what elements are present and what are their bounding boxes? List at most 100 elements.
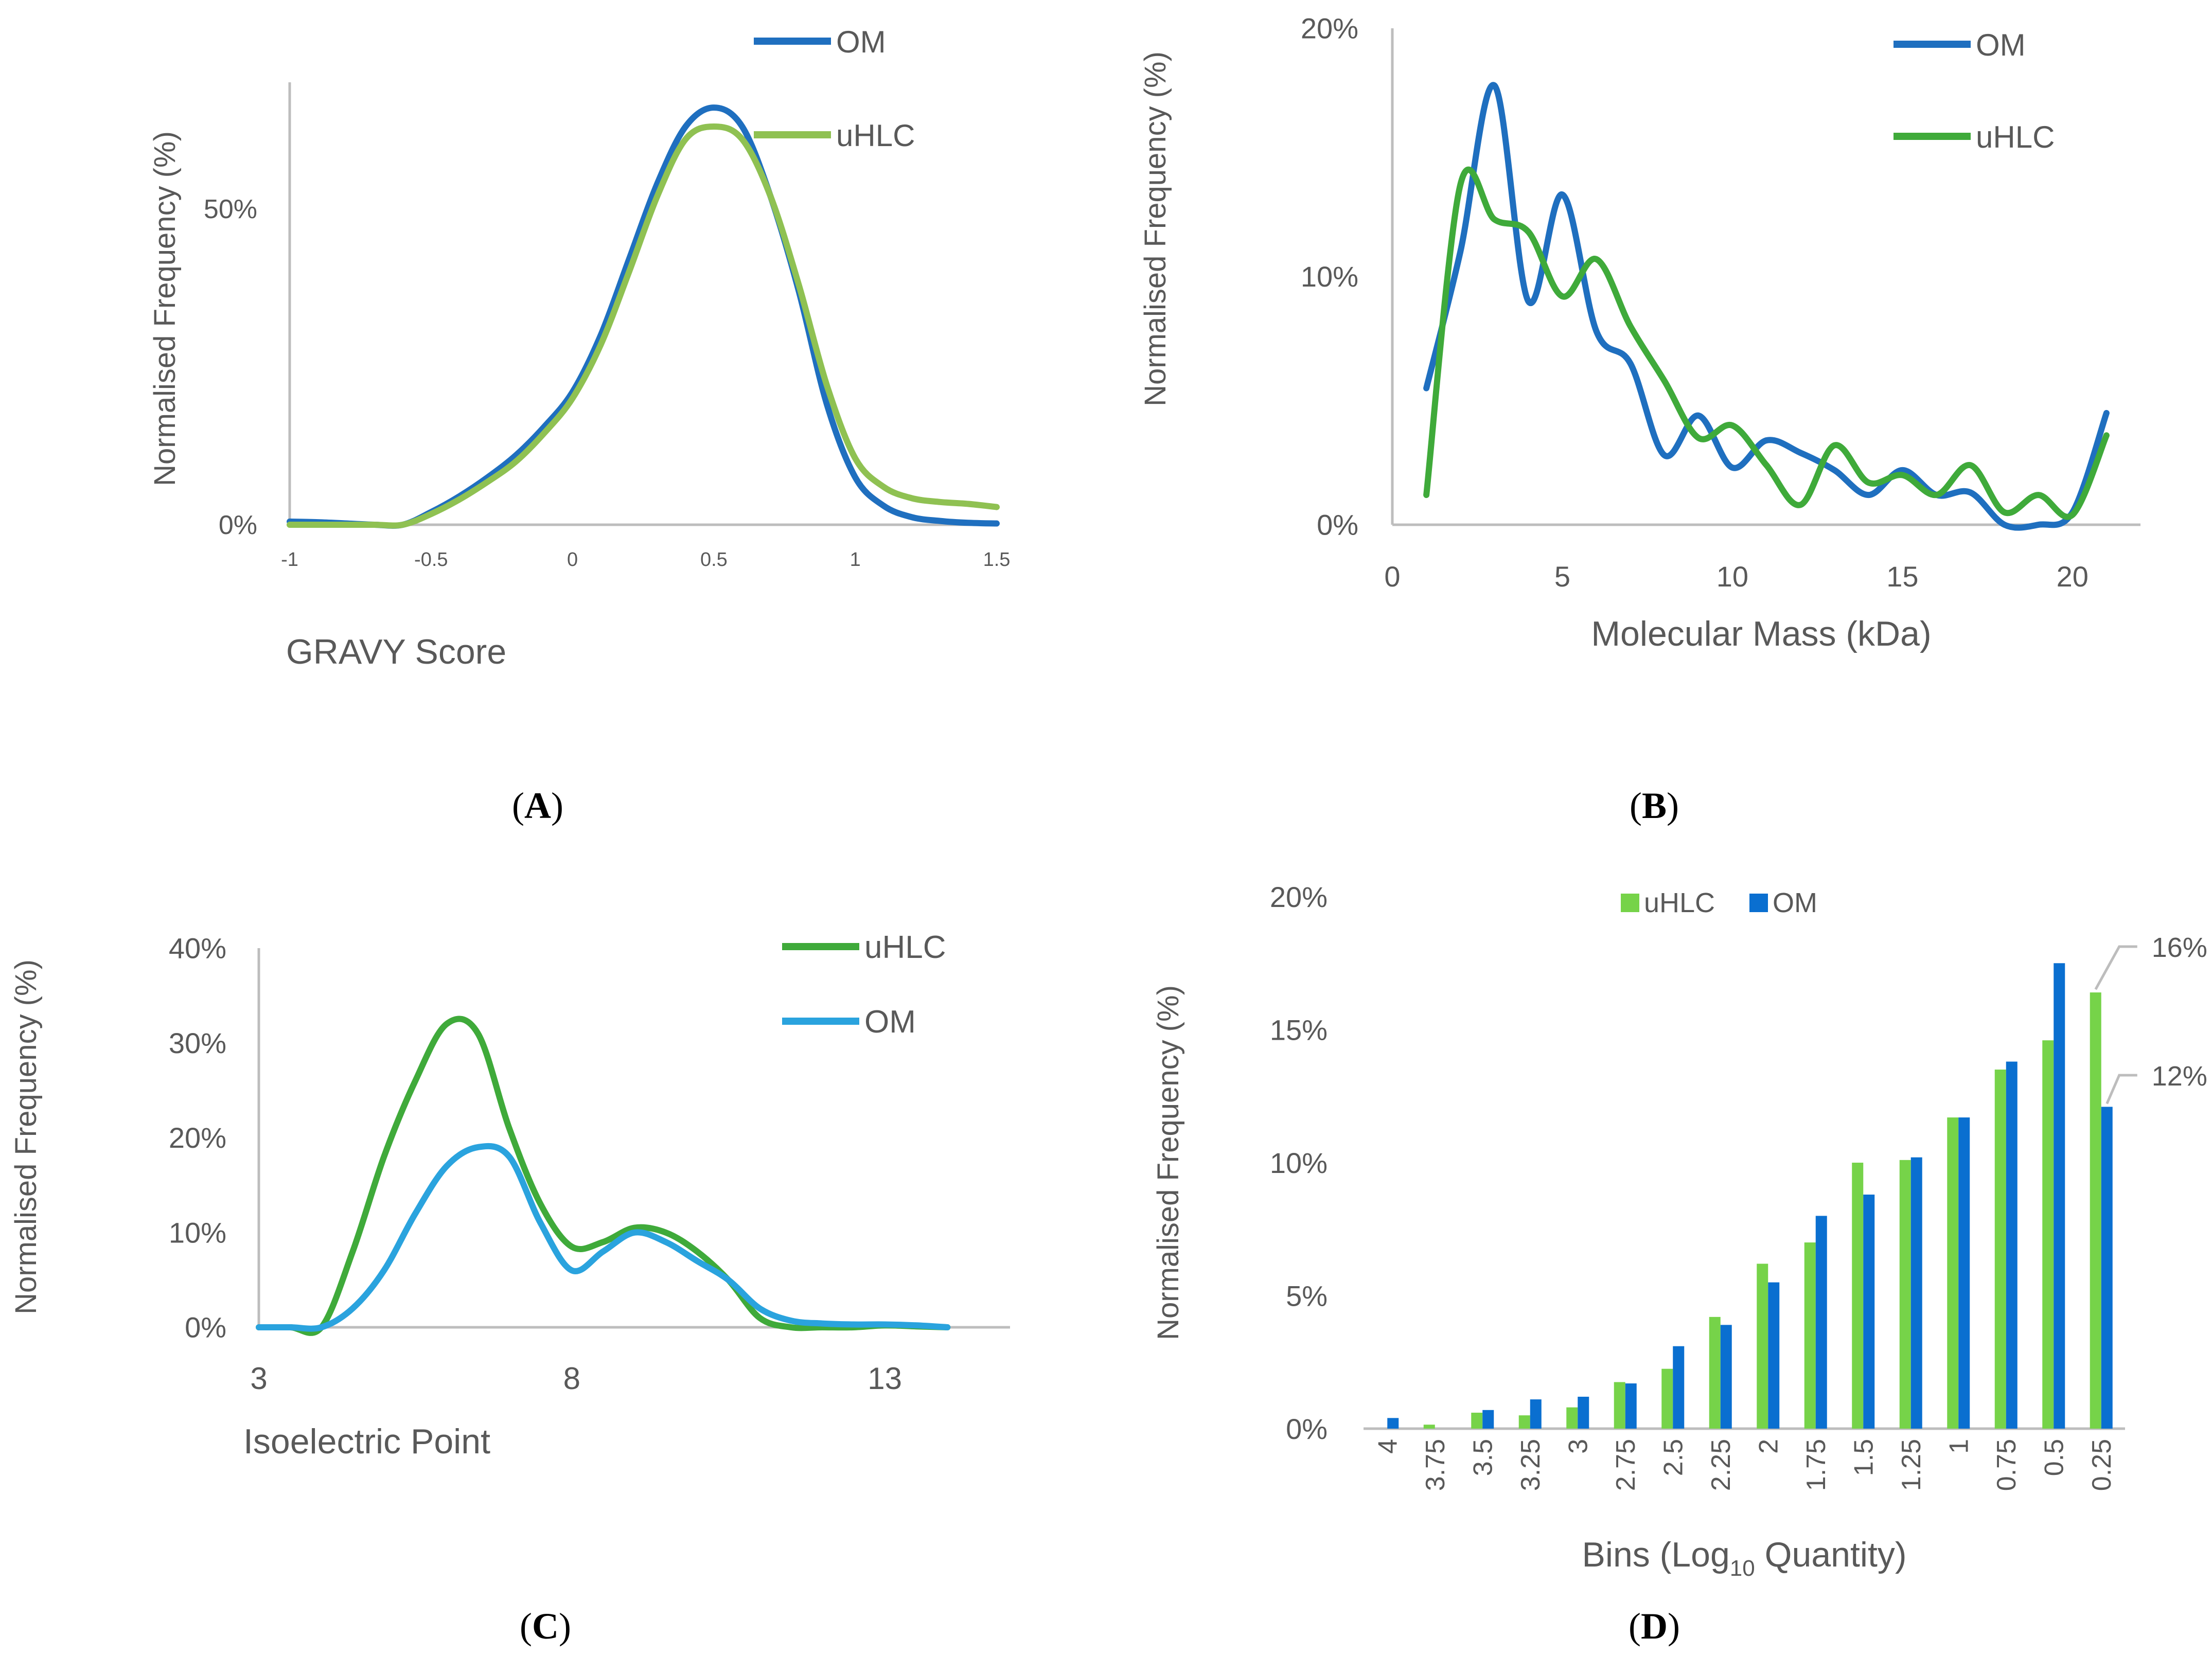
panel-d-x-tick-label: 3 bbox=[1563, 1439, 1593, 1454]
panel-d-x-tick-label: 1.5 bbox=[1849, 1439, 1879, 1476]
panel-b-y-tick-label: 20% bbox=[1301, 12, 1358, 45]
panel-c-y-tick-label: 10% bbox=[169, 1216, 226, 1249]
panel-c-series-om bbox=[256, 1143, 951, 1332]
panel-d-x-tick-label: 2.5 bbox=[1658, 1439, 1688, 1476]
panel-a-x-tick-label: 0.5 bbox=[700, 549, 728, 571]
panel-d-bar-om bbox=[1910, 1157, 1922, 1429]
panel-d-bar-uhlc bbox=[1614, 1382, 1625, 1429]
panel-d-bar-om bbox=[1863, 1195, 1875, 1429]
panel-d-legend-swatch-om bbox=[1749, 894, 1768, 912]
panel-d-legend-label-om: OM bbox=[1773, 887, 1817, 918]
panel-b-x-tick-label: 10 bbox=[1716, 560, 1748, 593]
panel-a-legend-label-uhlc: uHLC bbox=[836, 118, 915, 153]
panel-b-series-om bbox=[1423, 82, 2110, 531]
panel-d-bar-uhlc bbox=[1994, 1070, 2006, 1429]
panel-d-bar-uhlc bbox=[1899, 1160, 1911, 1429]
panel-d-x-tick-label: 0.5 bbox=[2039, 1439, 2069, 1476]
panel-d-bar-uhlc bbox=[1852, 1163, 1864, 1429]
panel-b-legend-label-om: OM bbox=[1976, 28, 2026, 62]
panel-d-y-tick-label: 0% bbox=[1286, 1413, 1328, 1445]
panel-a-series-om bbox=[287, 104, 1000, 529]
panel-d-bar-om bbox=[1815, 1216, 1827, 1429]
panel-d-x-tick-label: 0.25 bbox=[2087, 1439, 2117, 1491]
panel-d-x-tick-label: 3.75 bbox=[1421, 1439, 1450, 1491]
panel-b-x-tick-label: 15 bbox=[1886, 560, 1918, 593]
panel-c-legend-label-om: OM bbox=[864, 1004, 916, 1040]
panel-c-y-tick-label: 0% bbox=[185, 1311, 226, 1344]
panel-d-y-tick-label: 10% bbox=[1270, 1147, 1328, 1179]
panel-d-x-tick-label: 1 bbox=[1944, 1439, 1974, 1454]
panel-c-y-tick-label: 40% bbox=[169, 932, 226, 965]
panel-d-x-tick-label: 1.25 bbox=[1897, 1439, 1926, 1491]
panel-d-bar-om bbox=[2006, 1061, 2018, 1429]
panel-b-y-tick-label: 0% bbox=[1317, 509, 1358, 541]
panel-b-series-uhlc bbox=[1423, 166, 2110, 520]
panel-d-x-tick-label: 4 bbox=[1373, 1439, 1403, 1454]
panel-d-bar-om bbox=[1578, 1396, 1589, 1429]
panel-a-x-tick-label: -0.5 bbox=[414, 549, 448, 571]
panel-d-bar-uhlc bbox=[1757, 1264, 1768, 1429]
panel-a-legend-label-om: OM bbox=[836, 25, 886, 59]
panel-d-bar-om bbox=[1482, 1410, 1494, 1429]
panel-c-series-uhlc bbox=[256, 1016, 951, 1336]
panel-d-bar-om bbox=[1625, 1383, 1637, 1429]
panel-d-label: (D) bbox=[1629, 1606, 1680, 1647]
panel-d-bar-uhlc bbox=[1804, 1242, 1816, 1429]
panel-d-bar-om bbox=[1720, 1325, 1732, 1429]
panel-d-x-tick-label: 0.75 bbox=[1992, 1439, 2022, 1491]
panel-b-label: (B) bbox=[1630, 785, 1679, 826]
panel-b-y-tick-label: 10% bbox=[1301, 260, 1358, 293]
panel-d-bar-om bbox=[2054, 963, 2065, 1429]
panel-d-y-tick-label: 20% bbox=[1270, 881, 1328, 913]
panel-a-label: (A) bbox=[512, 785, 563, 826]
panel-d-bar-uhlc bbox=[1709, 1316, 1721, 1429]
panel-c-x-tick-label: 13 bbox=[868, 1361, 902, 1396]
panel-a-series-uhlc bbox=[287, 123, 1000, 529]
panel-d-bar-uhlc bbox=[1947, 1117, 1959, 1429]
panel-a-x-tick-label: -1 bbox=[281, 549, 298, 571]
panel-d-bar-uhlc bbox=[1518, 1415, 1530, 1429]
panel-d-x-tick-label: 2.25 bbox=[1706, 1439, 1736, 1491]
panel-b-legend-label-uhlc: uHLC bbox=[1976, 120, 2055, 154]
panel-d-bar-uhlc bbox=[1423, 1425, 1435, 1429]
panel-c-x-axis-label: Isoelectric Point bbox=[243, 1422, 490, 1461]
panel-d-bar-uhlc bbox=[1566, 1407, 1578, 1429]
panel-d-bar-om bbox=[1958, 1117, 1970, 1429]
panel-c-y-tick-label: 30% bbox=[169, 1027, 226, 1059]
panel-b-x-tick-label: 20 bbox=[2057, 560, 2089, 593]
panel-c-y-tick-label: 20% bbox=[169, 1122, 226, 1154]
panel-a-y-tick-label: 50% bbox=[204, 194, 257, 224]
panel-d-bar-om bbox=[1673, 1346, 1685, 1429]
panel-b-x-tick-label: 0 bbox=[1384, 560, 1400, 593]
panel-d-legend-label-uhlc: uHLC bbox=[1644, 887, 1715, 918]
panel-a-x-tick-label: 0 bbox=[567, 549, 578, 571]
panel-c-label: (C) bbox=[520, 1606, 571, 1647]
panel-d-y-tick-label: 15% bbox=[1270, 1014, 1328, 1046]
panel-d-bar-om bbox=[1387, 1418, 1399, 1429]
panel-d-bar-om bbox=[2101, 1107, 2113, 1429]
panel-c-x-tick-label: 3 bbox=[250, 1361, 267, 1396]
panel-b-x-tick-label: 5 bbox=[1554, 560, 1570, 593]
panel-d-x-tick-label: 2.75 bbox=[1611, 1439, 1641, 1491]
panel-d-bar-uhlc bbox=[2090, 992, 2101, 1429]
panel-b-y-axis-label: Normalised Frequency (%) bbox=[1139, 51, 1172, 406]
panel-a-y-tick-label: 0% bbox=[219, 510, 257, 540]
panel-d-bar-om bbox=[1530, 1399, 1542, 1429]
panel-d-x-tick-label: 3.25 bbox=[1516, 1439, 1546, 1491]
panel-d-y-axis-label: Normalised Frequency (%) bbox=[1152, 985, 1185, 1340]
panel-d-annotation-label: 16% bbox=[2152, 932, 2207, 963]
panel-a-x-tick-label: 1 bbox=[850, 549, 861, 571]
panel-d-x-tick-label: 3.5 bbox=[1468, 1439, 1498, 1476]
panel-d-x-axis-label: Bins (Log10 Quantity) bbox=[1582, 1535, 1906, 1581]
panel-d-x-tick-label: 1.75 bbox=[1801, 1439, 1831, 1491]
panel-c-legend-label-uhlc: uHLC bbox=[864, 930, 946, 965]
panel-d-annotation-leader bbox=[2105, 1074, 2137, 1105]
panel-a-x-tick-label: 1.5 bbox=[983, 549, 1011, 571]
panel-d-bar-uhlc bbox=[2042, 1040, 2054, 1429]
panel-d-bar-uhlc bbox=[1661, 1368, 1673, 1429]
panel-d-legend-swatch-uhlc bbox=[1621, 894, 1639, 912]
panel-c-y-axis-label: Normalised Frequency (%) bbox=[9, 959, 43, 1314]
panel-d-x-tick-label: 2 bbox=[1754, 1439, 1783, 1454]
panel-d-bar-uhlc bbox=[1471, 1412, 1483, 1429]
